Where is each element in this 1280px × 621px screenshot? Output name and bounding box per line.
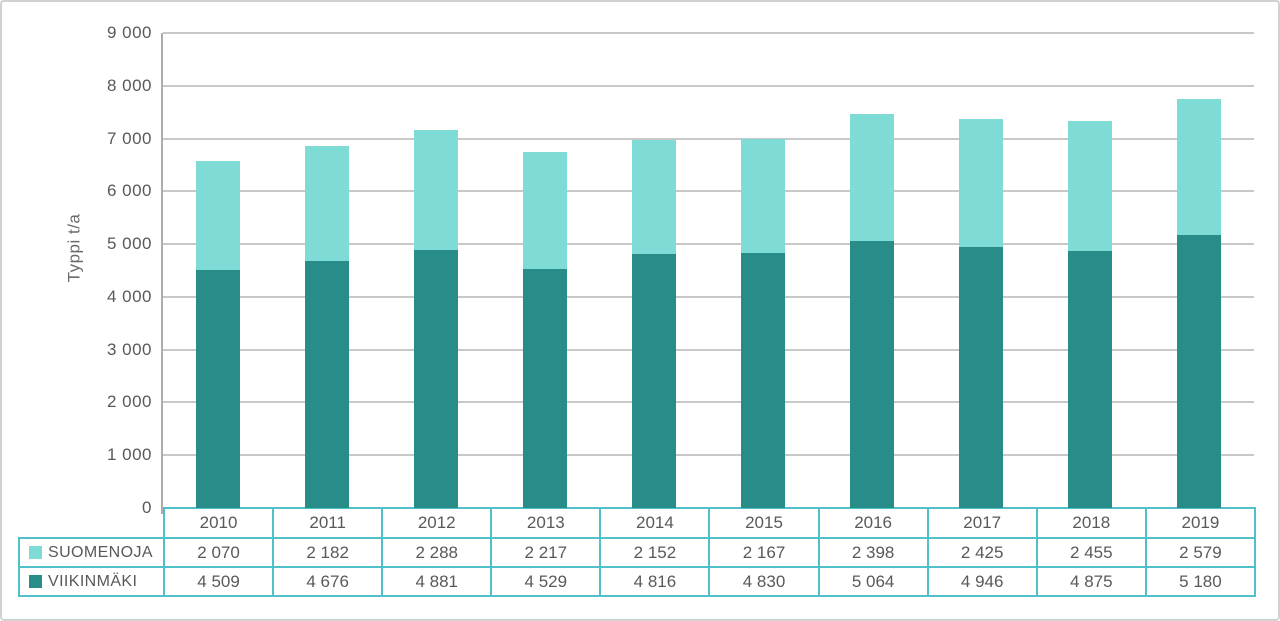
bar-segment-viikinmäki <box>1177 234 1222 508</box>
y-tick-label: 9 000 <box>106 23 152 42</box>
bar-segment-viikinmäki <box>413 250 458 508</box>
year-header-cell: 2012 <box>381 507 493 539</box>
value-cell: 2 425 <box>926 537 1038 568</box>
gridline <box>163 401 1254 404</box>
bar-segment-suomenoja <box>850 114 895 241</box>
bar-segment-suomenoja <box>959 118 1004 247</box>
gridline <box>163 454 1254 457</box>
value-cell: 4 946 <box>926 566 1038 597</box>
gridline <box>163 137 1254 140</box>
bar-segment-suomenoja <box>195 160 240 271</box>
legend-cell-suomenoja: SUOMENOJA <box>18 537 165 568</box>
gridline <box>163 190 1254 193</box>
value-cell: 2 167 <box>708 537 820 568</box>
bar-segment-viikinmäki <box>304 261 349 508</box>
value-cell: 5 180 <box>1144 566 1257 597</box>
legend-swatch-icon <box>29 575 42 588</box>
value-cell: 4 816 <box>599 566 711 597</box>
table-header-row: 2010 2011 2012 2013 2014 2015 2016 2017 2018 2019 <box>19 507 1257 539</box>
bar-segment-suomenoja <box>413 129 458 251</box>
y-tick-label: 0 <box>142 498 152 517</box>
year-header-cell: 2010 <box>162 507 275 539</box>
bar-segment-viikinmäki <box>522 268 567 508</box>
value-cell: 2 217 <box>490 537 602 568</box>
y-tick-label: 6 000 <box>106 181 152 201</box>
y-tick-label: 4 000 <box>106 286 152 306</box>
bar-segment-suomenoja <box>522 151 567 269</box>
value-cell: 4 529 <box>490 566 602 597</box>
legend-swatch-icon <box>29 546 42 559</box>
bar-segment-suomenoja <box>631 140 676 254</box>
legend-label: VIIKINMÄKI <box>48 572 138 590</box>
value-cell: 4 881 <box>381 566 493 597</box>
bar-segment-viikinmäki <box>959 246 1004 508</box>
y-tick-label: 8 000 <box>106 75 152 95</box>
bar-segment-viikinmäki <box>741 253 786 508</box>
legend-label: SUOMENOJA <box>48 543 153 561</box>
y-tick-label: 3 000 <box>106 339 152 359</box>
year-header-cell: 2018 <box>1035 507 1147 539</box>
year-header-cell: 2014 <box>599 507 711 539</box>
table-row-suomenoja: SUOMENOJA 2 070 2 182 2 288 2 217 2 152 2 167 2… <box>18 537 1257 568</box>
year-header-cell: 2013 <box>490 507 602 539</box>
value-cell: 2 455 <box>1035 537 1147 568</box>
value-cell: 2 152 <box>599 537 711 568</box>
bar-segment-suomenoja <box>304 146 349 262</box>
value-cell: 4 875 <box>1035 566 1147 597</box>
y-axis-line <box>161 33 163 514</box>
gridline <box>163 84 1254 87</box>
year-header-cell: 2019 <box>1144 507 1257 539</box>
value-cell: 2 070 <box>162 537 275 568</box>
bar-segment-suomenoja <box>741 138 786 254</box>
value-cell: 4 509 <box>162 566 275 597</box>
bar-segment-viikinmäki <box>195 270 240 508</box>
value-cell: 2 579 <box>1144 537 1257 568</box>
gridline <box>163 243 1254 246</box>
year-header-cell: 2016 <box>817 507 929 539</box>
year-header-cell: 2015 <box>708 507 820 539</box>
table-blank-cell <box>19 508 164 538</box>
bar-segment-suomenoja <box>1177 98 1222 235</box>
table-row-viikinmäki: VIIKINMÄKI 4 509 4 676 4 881 4 529 4 816 4 830… <box>18 566 1257 597</box>
data-table: 2010 2011 2012 2013 2014 2015 2016 2017 2018 2019… <box>18 507 1257 597</box>
bar-segment-viikinmäki <box>631 253 676 508</box>
gridline <box>163 32 1254 34</box>
y-tick-label: 1 000 <box>106 445 152 465</box>
value-cell: 4 676 <box>272 566 384 597</box>
value-cell: 2 398 <box>817 537 929 568</box>
value-cell: 5 064 <box>817 566 929 597</box>
gridline <box>163 295 1254 298</box>
y-tick-label: 7 000 <box>106 128 152 148</box>
bar-segment-viikinmäki <box>850 240 895 508</box>
y-tick-label: 5 000 <box>106 234 152 254</box>
value-cell: 4 830 <box>708 566 820 597</box>
bar-segment-viikinmäki <box>1068 250 1113 508</box>
plot-area <box>161 32 1254 514</box>
gridline <box>163 348 1254 351</box>
legend-cell-viikinmäki: VIIKINMÄKI <box>18 566 165 597</box>
y-tick-label: 2 000 <box>106 392 152 412</box>
year-header-cell: 2011 <box>272 507 384 539</box>
year-header-cell: 2017 <box>926 507 1038 539</box>
value-cell: 2 182 <box>272 537 384 568</box>
value-cell: 2 288 <box>381 537 493 568</box>
bar-segment-suomenoja <box>1068 121 1113 251</box>
